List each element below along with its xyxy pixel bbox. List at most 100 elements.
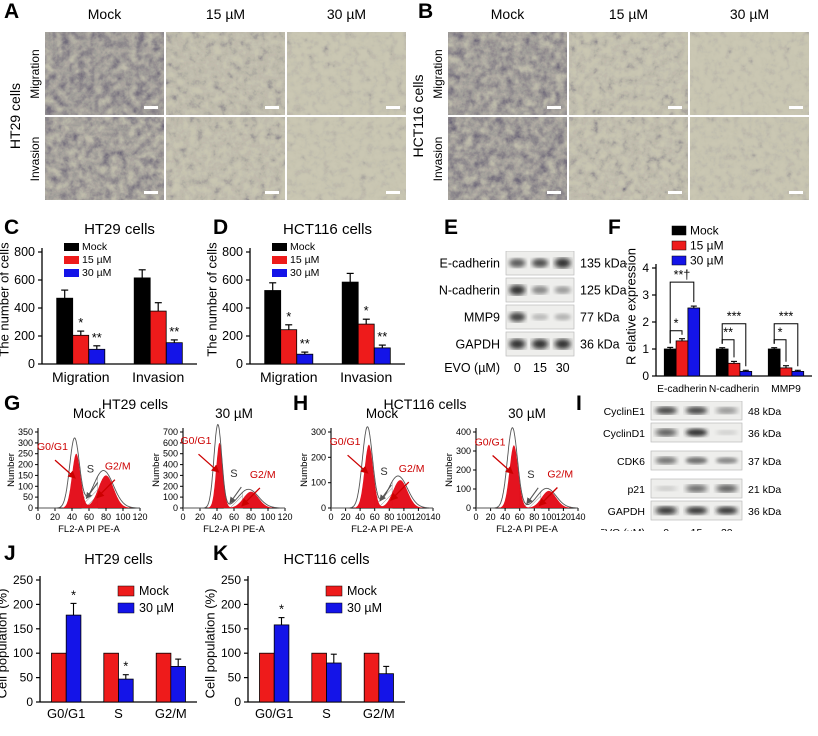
svg-text:G2/M: G2/M: [547, 469, 573, 481]
svg-text:*: *: [364, 303, 369, 318]
svg-text:G2/M: G2/M: [363, 706, 395, 721]
svg-text:Invasion: Invasion: [132, 369, 184, 385]
svg-text:200: 200: [13, 597, 33, 611]
svg-text:HT29 cells: HT29 cells: [84, 552, 153, 568]
svg-text:100: 100: [396, 512, 411, 522]
svg-text:30: 30: [556, 361, 570, 375]
svg-text:200: 200: [163, 481, 178, 491]
svg-text:0: 0: [466, 503, 471, 513]
svg-text:100: 100: [13, 646, 33, 660]
svg-text:350: 350: [18, 427, 33, 437]
svg-text:0: 0: [514, 361, 521, 375]
svg-text:80: 80: [529, 512, 539, 522]
svg-text:300: 300: [311, 427, 326, 437]
svg-text:50: 50: [228, 671, 242, 685]
svg-text:140: 140: [570, 512, 585, 522]
svg-text:30: 30: [721, 527, 733, 531]
svg-text:S: S: [114, 706, 123, 721]
svg-text:40: 40: [212, 512, 222, 522]
svg-text:50: 50: [20, 671, 34, 685]
svg-text:G2/M: G2/M: [399, 463, 425, 475]
svg-text:20: 20: [486, 512, 496, 522]
svg-text:E-cadherin: E-cadherin: [440, 257, 500, 271]
svg-text:250: 250: [13, 573, 33, 587]
svg-text:500: 500: [163, 449, 178, 459]
svg-text:Number: Number: [151, 453, 162, 487]
svg-text:HCT116 cells: HCT116 cells: [284, 552, 370, 568]
svg-text:N-cadherin: N-cadherin: [439, 284, 500, 298]
svg-text:*: *: [279, 602, 284, 617]
svg-text:30 µM: 30 µM: [690, 254, 724, 268]
svg-text:300: 300: [18, 438, 33, 448]
svg-text:30 µM: 30 µM: [139, 601, 174, 615]
svg-text:S: S: [380, 466, 387, 478]
svg-text:4: 4: [642, 261, 649, 275]
svg-text:0: 0: [473, 512, 478, 522]
svg-text:FL2-A PI PE-A: FL2-A PI PE-A: [203, 524, 265, 535]
svg-text:36 kDa: 36 kDa: [580, 338, 620, 352]
svg-text:MMP9: MMP9: [464, 311, 500, 325]
svg-text:2: 2: [642, 315, 649, 329]
svg-text:100: 100: [456, 484, 471, 494]
svg-text:200: 200: [14, 329, 35, 343]
svg-text:S: S: [527, 469, 534, 481]
svg-text:400: 400: [456, 427, 471, 437]
svg-text:***: ***: [779, 310, 794, 324]
svg-text:**: **: [377, 329, 387, 344]
svg-text:48 kDa: 48 kDa: [748, 406, 781, 418]
svg-text:0: 0: [180, 512, 185, 522]
svg-text:300: 300: [456, 446, 471, 456]
svg-text:60: 60: [84, 512, 94, 522]
svg-text:21 kDa: 21 kDa: [748, 484, 781, 496]
svg-text:p21: p21: [627, 484, 645, 496]
svg-text:15: 15: [533, 361, 547, 375]
svg-text:800: 800: [222, 245, 243, 259]
svg-text:HCT116 cells: HCT116 cells: [283, 221, 372, 238]
svg-text:100: 100: [163, 492, 178, 502]
svg-text:**†: **†: [674, 268, 691, 282]
svg-text:0: 0: [663, 527, 669, 531]
svg-text:Migration: Migration: [260, 369, 318, 385]
svg-text:*: *: [286, 309, 291, 324]
svg-text:77 kDa: 77 kDa: [580, 311, 620, 325]
svg-text:125 kDa: 125 kDa: [580, 284, 627, 298]
svg-text:100: 100: [311, 478, 326, 488]
svg-text:600: 600: [163, 438, 178, 448]
svg-text:**: **: [169, 324, 179, 339]
svg-text:15 µM: 15 µM: [690, 239, 724, 253]
svg-text:300: 300: [163, 470, 178, 480]
svg-text:0: 0: [35, 512, 40, 522]
svg-text:250: 250: [221, 573, 241, 587]
svg-text:**: **: [723, 326, 733, 340]
svg-text:200: 200: [18, 460, 33, 470]
svg-text:G2/M: G2/M: [250, 469, 276, 481]
svg-text:100: 100: [221, 646, 241, 660]
svg-text:3: 3: [642, 288, 649, 302]
svg-text:FL2-A PI PE-A: FL2-A PI PE-A: [351, 524, 413, 535]
svg-text:40: 40: [67, 512, 77, 522]
svg-text:100: 100: [115, 512, 130, 522]
svg-text:Number: Number: [6, 453, 17, 487]
svg-text:700: 700: [163, 427, 178, 437]
svg-text:60: 60: [229, 512, 239, 522]
svg-text:250: 250: [18, 449, 33, 459]
svg-text:120: 120: [277, 512, 292, 522]
svg-text:S: S: [87, 464, 94, 476]
svg-text:30 µM: 30 µM: [508, 406, 546, 421]
svg-text:G0/G1: G0/G1: [255, 706, 293, 721]
svg-text:0: 0: [236, 357, 243, 371]
svg-text:200: 200: [456, 465, 471, 475]
svg-text:150: 150: [18, 470, 33, 480]
svg-text:0: 0: [173, 503, 178, 513]
svg-text:*: *: [778, 326, 783, 340]
svg-text:0: 0: [26, 695, 33, 709]
svg-text:50: 50: [23, 492, 33, 502]
svg-text:0: 0: [321, 503, 326, 513]
svg-text:1: 1: [642, 342, 649, 356]
svg-text:36 kDa: 36 kDa: [748, 506, 781, 518]
svg-text:30 µM: 30 µM: [347, 601, 382, 615]
svg-text:CyclinD1: CyclinD1: [603, 428, 645, 440]
svg-text:40: 40: [500, 512, 510, 522]
svg-text:*: *: [71, 587, 76, 602]
svg-text:G0/G1: G0/G1: [181, 435, 212, 447]
